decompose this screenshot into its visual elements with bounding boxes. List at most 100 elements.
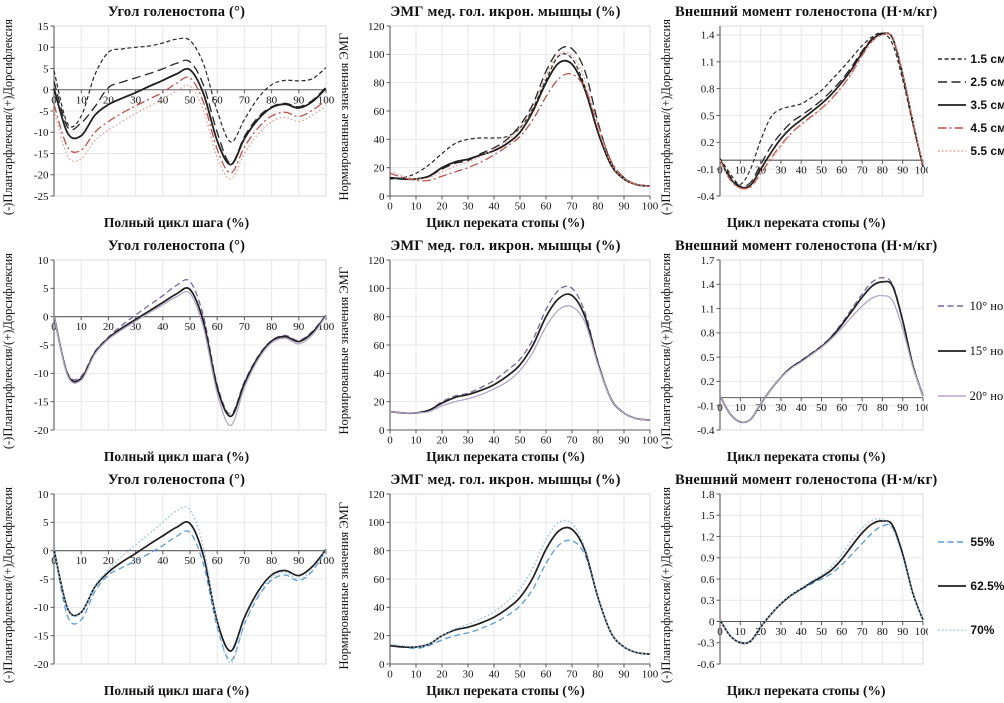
y-tick-label: 80 [373,311,385,323]
x-tick-label: 60 [540,201,552,213]
x-tick-label: 40 [796,626,808,638]
x-axis-title: Цикл переката стопы (%) [726,215,886,230]
emg-chart-row2-plot: 0 10 20 30 40 50 60 70 80 90 100 120 100 80 60 40 20 0 [368,255,658,447]
y-tick-label: 80 [373,77,385,89]
x-tick-label: 60 [211,555,223,567]
y-tick-label: -0.6 [697,659,715,671]
x-tick-label: 90 [897,165,909,177]
series-line [52,520,327,652]
x-tick-label: 40 [488,669,500,681]
x-tick-label: 70 [566,435,578,447]
y-tick-label: -0.4 [697,425,715,437]
y-tick-label: -20 [33,425,48,437]
chart-title: Угол голеностопа (°) [107,472,246,488]
series-line [52,84,326,180]
y-tick-label: 40 [373,368,385,380]
emg-chart-row1-plot: 0 10 20 30 40 50 60 70 80 90 100 120 100 80 60 40 20 0 [368,21,658,213]
series-line [389,519,650,655]
chart-title: Угол голеностопа (°) [107,4,246,20]
x-tick-label: 50 [514,201,526,213]
x-tick-label: 80 [592,669,604,681]
x-tick-label: 80 [877,626,889,638]
x-axis-title: Цикл переката стопы (%) [426,683,585,698]
x-tick-label: 30 [776,626,788,638]
legend-item: 70% [937,623,1004,637]
x-tick-label: 60 [211,94,223,106]
legend-toe-angles: 10° носок 15° носок 20° носок [937,234,1004,468]
y-axis-title: (-)Плантарфлексия/(+)Дорсифлексия [0,234,17,468]
legend-label: 10° носок [969,298,1004,313]
y-axis-title: Нормированные значения ЭМГ [336,468,353,703]
legend-item: 62.5% [937,579,1004,593]
x-tick-label: 70 [857,165,869,177]
legend-item: 2.5 см [937,75,1004,89]
legend-item: 3.5 см [937,98,1004,112]
x-tick-label: 100 [915,402,928,414]
x-tick-label: 10 [410,435,422,447]
series-line [719,32,924,188]
x-tick-label: 90 [293,94,305,106]
y-tick-label: 20 [373,630,385,642]
y-tick-label: 60 [373,106,385,118]
x-tick-label: 80 [592,201,604,213]
y-axis-title: (-)Плантарфлексия/(+)Дорсифлексия [658,0,675,234]
x-tick-label: 70 [238,321,250,333]
chart-cell-emg-row3: Нормированные значения ЭМГ ЭМГ мед. гол.… [336,468,658,703]
series-line [52,67,327,166]
chart-title: Внешний момент голеностопа (Н·м/кг) [675,4,938,20]
x-tick-label: 30 [462,201,474,213]
y-tick-label: 0.5 [701,352,715,364]
chart-cell-angle-row3: (-)Плантарфлексия/(+)Дорсифлексия Угол г… [0,468,336,703]
y-axis-title-text: (-)Плантарфлексия/(+)Дорсифлексия [659,487,673,684]
series-line [719,294,924,423]
x-tick-label: 0 [717,402,723,414]
y-tick-label: 60 [373,574,385,586]
x-tick-label: 10 [735,165,747,177]
y-tick-label: 1.7 [701,255,715,267]
moment-chart-row1-plot: 0 10 20 30 40 50 60 70 80 90 100 1.4 1.1 0.8 0.5 0.2 -0.… [697,25,928,203]
x-tick-label: 20 [755,626,767,638]
x-tick-label: 50 [816,402,828,414]
series-line [52,76,326,174]
x-tick-label: 30 [776,165,788,177]
chart-title: ЭМГ мед. гол. икрон. мышцы (%) [390,238,621,254]
y-tick-label: 1.2 [701,531,715,543]
x-tick-label: 10 [75,321,87,333]
y-axis-title-text: (-)Плантарфлексия/(+)Дорсифлексия [1,487,15,684]
x-tick-label: 0 [717,626,723,638]
y-axis-title: (-)Плантарфлексия/(+)Дорсифлексия [658,468,675,703]
legend-line-sample [938,104,967,106]
y-tick-label: 0.6 [701,574,715,586]
legend-line-sample [938,150,967,152]
x-tick-label: 100 [641,201,657,213]
y-tick-label: -0.1 [697,164,714,176]
y-tick-label: 120 [368,489,385,501]
series-line [389,59,650,187]
x-tick-label: 100 [317,94,334,106]
x-tick-label: 0 [387,201,393,213]
x-tick-label: 100 [915,165,928,177]
legend-label: 55% [970,534,995,549]
y-tick-label: 0.5 [701,110,715,122]
legend-line-sample [938,305,967,307]
legend-label: 62.5% [970,578,1004,593]
x-tick-label: 70 [238,94,250,106]
y-tick-label: 0.8 [701,83,715,95]
x-tick-label: 90 [897,626,909,638]
x-axis-title: Полный цикл шага (%) [103,215,250,230]
x-tick-label: 10 [735,402,747,414]
y-tick-label: 0 [43,545,49,557]
y-tick-label: 0 [43,85,49,97]
x-tick-label: 100 [641,435,657,447]
series-line [52,37,326,143]
y-axis-title: (-)Плантарфлексия/(+)Дорсифлексия [0,0,17,234]
x-tick-label: 90 [897,402,909,414]
legend-percentages: 55% 62.5% 70% [937,468,1004,703]
y-tick-label: 0.8 [701,328,715,340]
x-tick-label: 10 [410,201,422,213]
legend-line-sample [938,81,967,83]
y-tick-label: 5 [43,63,49,75]
x-tick-label: 100 [915,626,928,638]
y-tick-label: 60 [373,340,385,352]
y-tick-label: -5 [39,574,49,586]
